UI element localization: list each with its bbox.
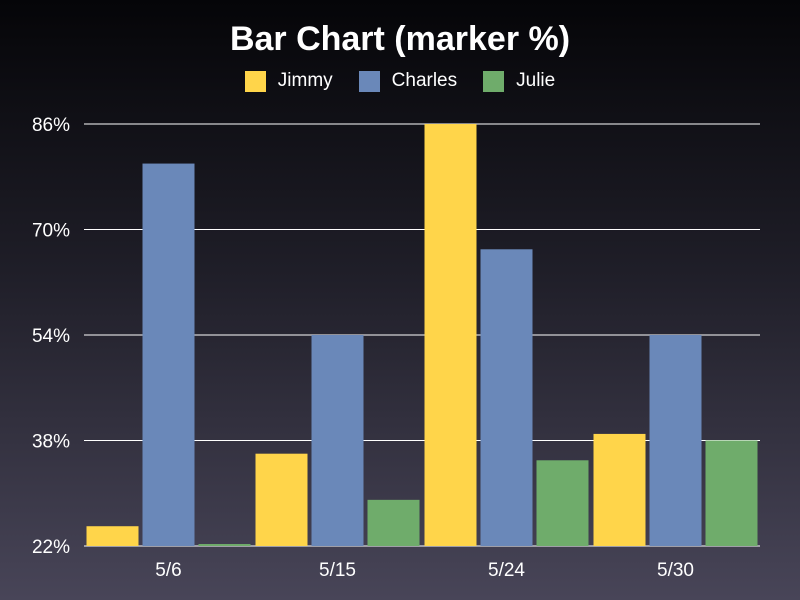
bar-julie-1 [367, 499, 420, 546]
legend-item-charles: Charles [358, 70, 458, 92]
x-tick-label: 5/6 [155, 560, 181, 581]
y-tick-label: 38% [32, 432, 70, 453]
legend-label-julie: Julie [516, 70, 556, 91]
chart-title: Bar Chart (marker %) [229, 20, 571, 58]
legend-label-charles: Charles [391, 70, 458, 91]
bar-julie-2 [536, 460, 589, 546]
bar-charles-1 [311, 335, 364, 546]
x-tick-label: 5/15 [319, 560, 356, 581]
y-tick-label: 70% [32, 221, 70, 242]
legend-label-jimmy: Jimmy [277, 70, 333, 91]
legend-swatch-julie [483, 70, 505, 92]
x-tick-label: 5/30 [657, 560, 694, 581]
legend: Jimmy Charles Julie [0, 70, 800, 92]
legend-swatch-charles [358, 70, 380, 92]
bar-jimmy-0 [86, 526, 139, 546]
y-tick-label: 54% [32, 326, 70, 347]
bar-jimmy-3 [593, 433, 646, 546]
bar-charles-3 [649, 335, 702, 546]
bar-charles-2 [480, 249, 533, 546]
legend-item-julie: Julie [483, 70, 555, 92]
bar-charles-0 [142, 163, 195, 546]
bar-julie-3 [705, 440, 758, 546]
x-tick-label: 5/24 [488, 560, 525, 581]
y-tick-label: 86% [32, 115, 70, 136]
legend-swatch-jimmy [244, 70, 266, 92]
bar-julie-0 [198, 544, 251, 546]
bar-jimmy-2 [424, 124, 477, 546]
bar-jimmy-1 [255, 453, 308, 546]
y-tick-label: 22% [32, 537, 70, 558]
legend-item-jimmy: Jimmy [244, 70, 333, 92]
